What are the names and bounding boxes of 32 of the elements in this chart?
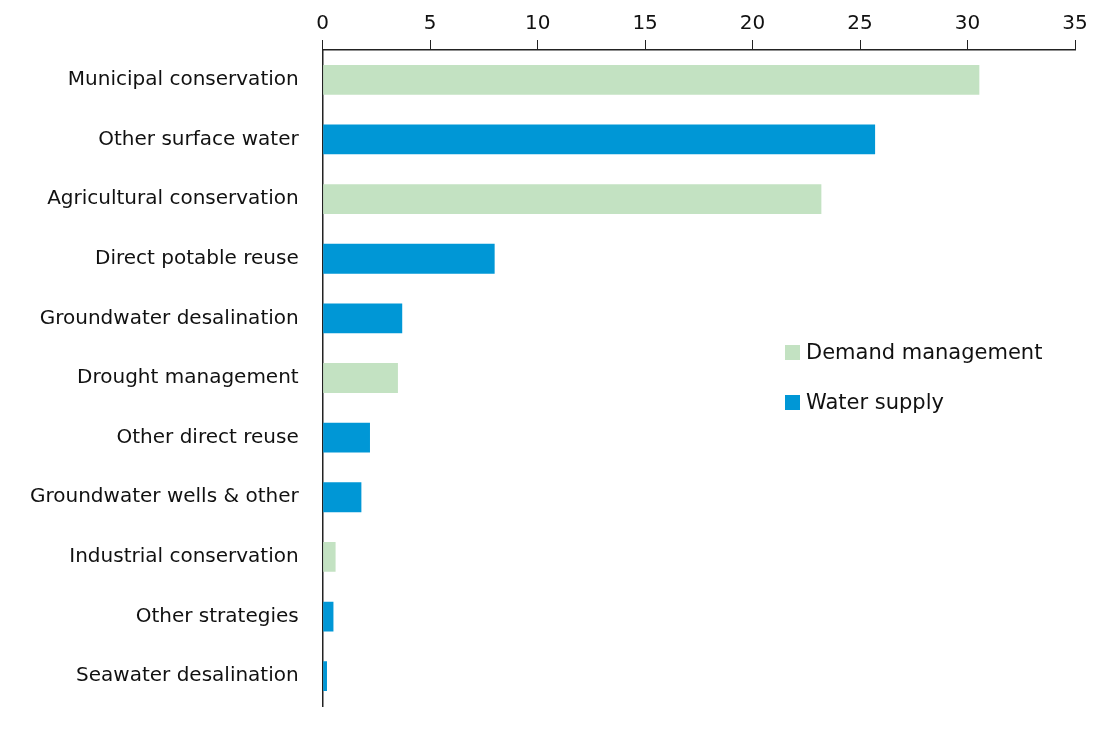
x-tick-label: 5	[423, 10, 437, 35]
y-tick-label: Municipal conservation	[67, 66, 299, 91]
legend-label: Demand management	[806, 340, 1043, 364]
y-tick-label: Direct potable reuse	[95, 244, 299, 269]
y-tick-label: Other direct reuse	[116, 423, 299, 448]
x-tick-label: 30	[954, 10, 981, 35]
x-tick-label: 20	[739, 10, 766, 35]
bar	[323, 303, 403, 334]
x-tick-label: 25	[847, 10, 873, 35]
y-tick-label: Industrial conservation	[69, 543, 299, 568]
bar	[323, 482, 362, 513]
y-tick-label: Agricultural conservation	[47, 185, 299, 210]
y-tick-label: Seawater desalination	[76, 662, 299, 687]
bar	[323, 184, 822, 214]
bar	[323, 124, 876, 155]
y-tick-label: Groundwater desalination	[39, 304, 299, 329]
legend-label: Water supply	[806, 390, 944, 414]
bar	[323, 363, 398, 393]
bar	[323, 243, 495, 274]
y-tick-label: Drought management	[77, 364, 299, 389]
bar	[323, 64, 980, 95]
bar	[323, 422, 370, 453]
x-tick-label: 10	[524, 10, 551, 35]
x-tick-label: 0	[316, 10, 330, 35]
y-tick-label: Other strategies	[135, 602, 299, 627]
bar	[323, 542, 336, 572]
x-tick-label: 15	[632, 10, 658, 35]
y-tick-label: Other surface water	[98, 125, 300, 150]
y-tick-label: Groundwater wells & other	[29, 483, 300, 508]
bar	[323, 601, 334, 632]
x-tick-label: 35	[1062, 10, 1088, 35]
bar	[323, 661, 327, 692]
